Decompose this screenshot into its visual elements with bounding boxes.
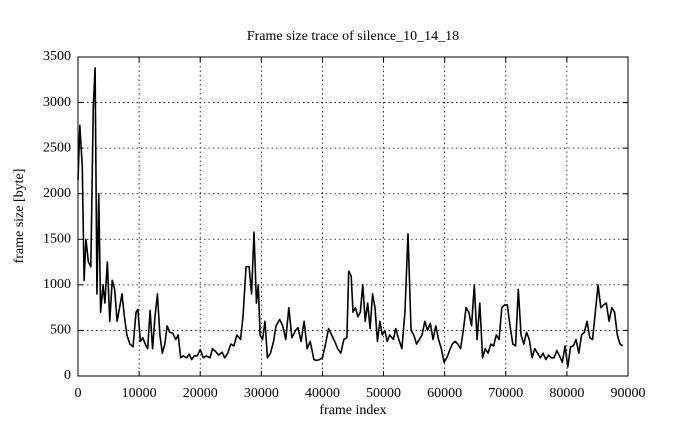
plot-frame	[77, 56, 629, 377]
x-tick-label: 70000	[488, 386, 523, 401]
x-tick-label: 10000	[122, 386, 157, 401]
x-tick-label: 80000	[549, 386, 584, 401]
x-tick-label: 0	[75, 386, 82, 401]
x-tick-label: 60000	[427, 386, 462, 401]
x-tick-label: 30000	[244, 386, 279, 401]
y-tick-label: 2000	[43, 186, 71, 201]
data-line	[77, 67, 624, 368]
x-axis-label: frame index	[319, 403, 386, 418]
x-tick-label: 50000	[366, 386, 401, 401]
y-tick-label: 1500	[43, 232, 71, 247]
y-tick-label: 2500	[43, 140, 71, 155]
y-axis-label: frame size [byte]	[12, 169, 27, 264]
y-tick-label: 3000	[43, 95, 71, 110]
chart-title: Frame size trace of silence_10_14_18	[247, 29, 459, 44]
y-tick-label: 1000	[43, 277, 71, 292]
x-tick-label: 90000	[611, 386, 646, 401]
y-tick-label: 0	[64, 368, 71, 383]
x-tick-label: 40000	[305, 386, 340, 401]
x-tick-label: 20000	[183, 386, 218, 401]
y-tick-label: 500	[50, 323, 71, 338]
y-tick-label: 3500	[43, 49, 71, 64]
